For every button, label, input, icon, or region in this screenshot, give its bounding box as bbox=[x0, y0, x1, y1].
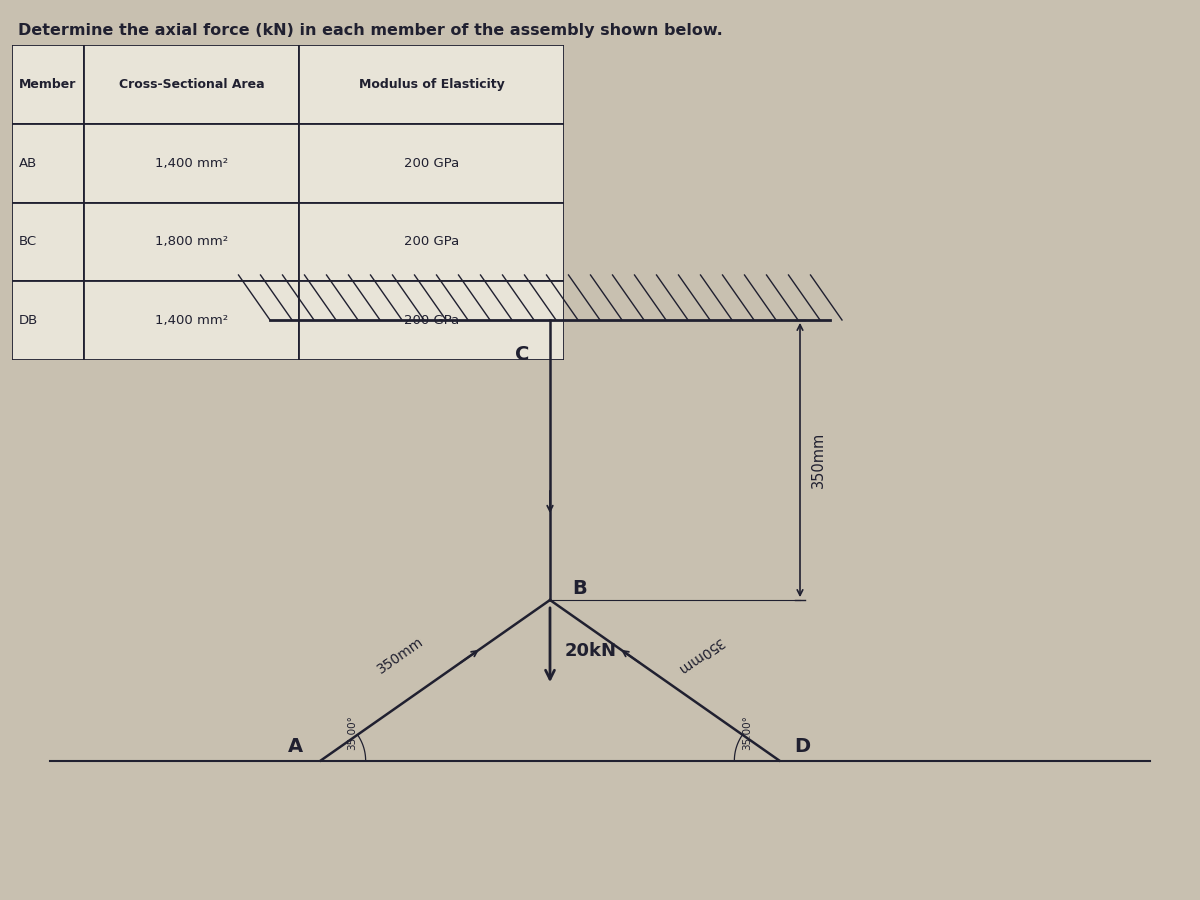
Text: Member: Member bbox=[19, 78, 76, 91]
Text: BC: BC bbox=[19, 236, 37, 248]
Text: 1,800 mm²: 1,800 mm² bbox=[155, 236, 228, 248]
Bar bbox=[299, 123, 564, 202]
Bar bbox=[12, 202, 84, 281]
Bar bbox=[84, 202, 299, 281]
Text: 350mm: 350mm bbox=[374, 634, 426, 676]
Text: 20kN: 20kN bbox=[565, 642, 617, 660]
Text: AB: AB bbox=[19, 157, 37, 169]
Bar bbox=[84, 281, 299, 360]
Text: 1,400 mm²: 1,400 mm² bbox=[155, 157, 228, 169]
Bar bbox=[299, 45, 564, 123]
Bar bbox=[299, 281, 564, 360]
Text: 350mm: 350mm bbox=[810, 432, 826, 488]
Text: DB: DB bbox=[19, 314, 38, 327]
Text: 350mm: 350mm bbox=[674, 634, 726, 676]
Text: 35.00°: 35.00° bbox=[348, 716, 358, 750]
Text: 1,400 mm²: 1,400 mm² bbox=[155, 314, 228, 327]
Text: Modulus of Elasticity: Modulus of Elasticity bbox=[359, 78, 504, 91]
Text: 200 GPa: 200 GPa bbox=[404, 236, 460, 248]
Text: Determine the axial force (kN) in each member of the assembly shown below.: Determine the axial force (kN) in each m… bbox=[18, 22, 722, 38]
Text: A: A bbox=[288, 736, 304, 756]
Bar bbox=[299, 202, 564, 281]
Text: C: C bbox=[515, 345, 529, 364]
Text: 200 GPa: 200 GPa bbox=[404, 314, 460, 327]
Bar bbox=[84, 123, 299, 202]
Text: 35.00°: 35.00° bbox=[743, 716, 752, 750]
Text: D: D bbox=[794, 736, 810, 756]
Bar bbox=[12, 123, 84, 202]
Bar bbox=[12, 281, 84, 360]
Text: B: B bbox=[572, 579, 587, 598]
Bar bbox=[12, 45, 84, 123]
Bar bbox=[84, 45, 299, 123]
Text: 200 GPa: 200 GPa bbox=[404, 157, 460, 169]
Text: Cross-Sectional Area: Cross-Sectional Area bbox=[119, 78, 264, 91]
